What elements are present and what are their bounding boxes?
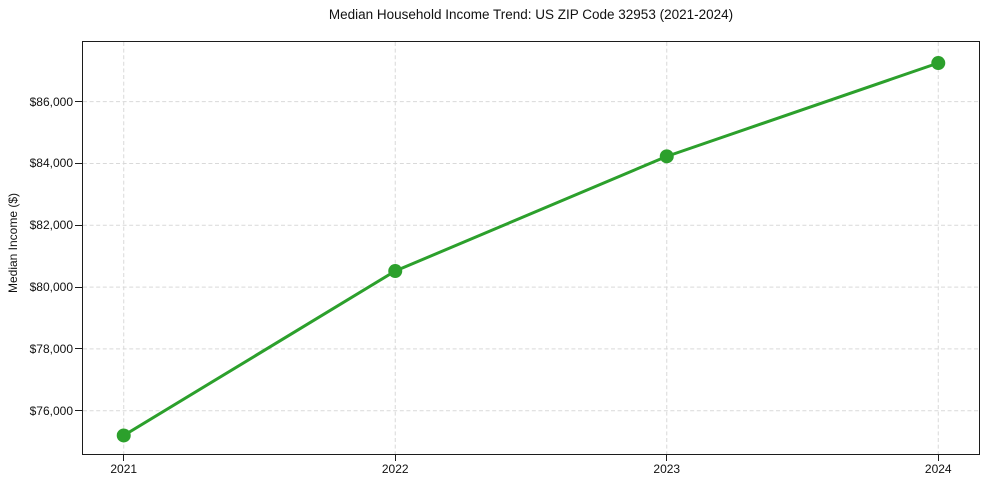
income-trend-line <box>122 61 940 437</box>
y-tick-label: $84,000 <box>29 156 73 171</box>
y-tick-label: $78,000 <box>29 341 73 356</box>
data-point-marker <box>659 149 674 164</box>
line-chart-svg <box>83 42 979 454</box>
x-tick-mark <box>123 455 125 461</box>
y-tick-mark <box>75 101 82 103</box>
y-tick-mark <box>75 410 82 412</box>
x-tick-mark <box>394 455 396 461</box>
x-tick-mark <box>666 455 668 461</box>
y-tick-mark <box>75 348 82 350</box>
chart-title: Median Household Income Trend: US ZIP Co… <box>328 7 734 22</box>
y-tick-label: $76,000 <box>29 403 73 418</box>
data-point-marker <box>931 56 946 71</box>
y-tick-label: $80,000 <box>29 280 73 295</box>
plot-area <box>82 41 980 455</box>
data-point-marker <box>116 428 131 443</box>
y-axis-label: Median Income ($) <box>6 192 20 294</box>
y-tick-label: $82,000 <box>29 218 73 233</box>
y-tick-mark <box>75 224 82 226</box>
data-point-marker <box>388 264 403 279</box>
y-tick-label: $86,000 <box>29 94 73 109</box>
x-tick-mark <box>937 455 939 461</box>
y-tick-mark <box>75 286 82 288</box>
x-tick-label: 2024 <box>924 462 952 476</box>
x-tick-label: 2021 <box>110 462 138 476</box>
x-tick-label: 2023 <box>653 462 681 476</box>
y-tick-mark <box>75 162 82 164</box>
x-tick-label: 2022 <box>381 462 409 476</box>
